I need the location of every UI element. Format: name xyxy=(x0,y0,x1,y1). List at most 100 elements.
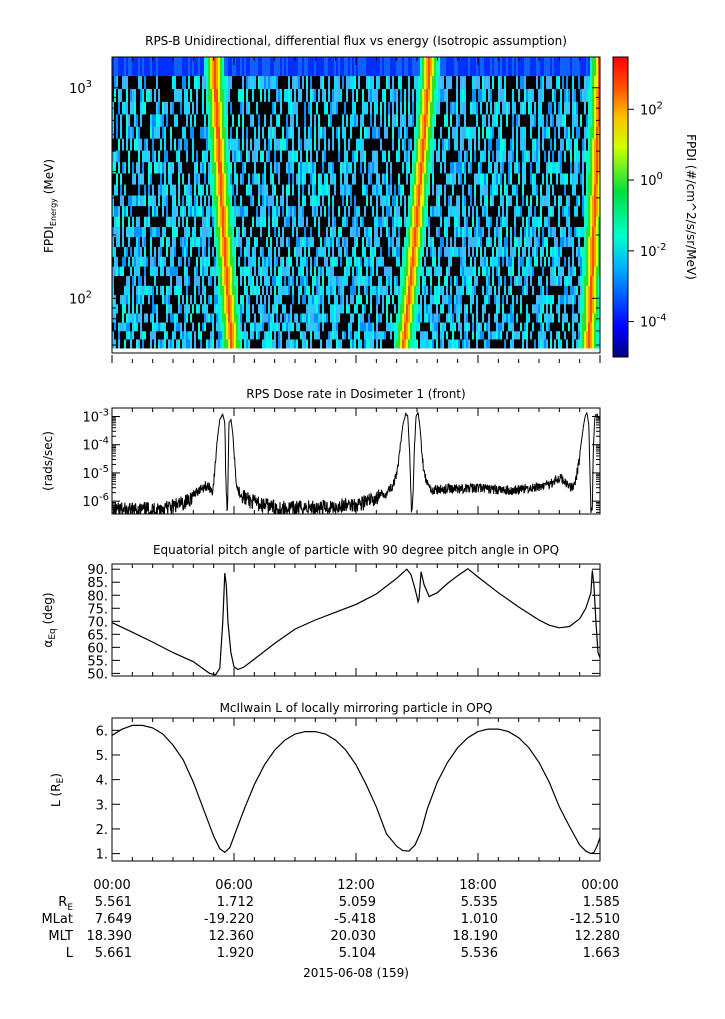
spectrogram-cell xyxy=(592,266,595,277)
spectrogram-cell xyxy=(210,226,213,238)
spectrogram-cell xyxy=(412,226,415,238)
spectrogram-cell xyxy=(426,339,429,349)
spectrogram-cell xyxy=(522,226,525,238)
spectrogram-cell xyxy=(512,236,515,247)
spectrogram-cell xyxy=(142,285,145,296)
spectrogram-cell xyxy=(464,236,467,247)
spectrogram-cell xyxy=(112,246,115,257)
spectrogram-cell xyxy=(256,161,259,174)
spectrogram-cell xyxy=(126,226,129,238)
spectrogram-cell xyxy=(162,205,165,217)
spectrogram-cell xyxy=(392,246,395,257)
spectrogram-cell xyxy=(596,313,599,323)
spectrogram-cell xyxy=(506,275,509,286)
spectrogram-cell xyxy=(418,173,421,185)
spectrogram-cell xyxy=(212,330,215,340)
spectrogram-cell xyxy=(258,275,261,286)
spectrogram-cell xyxy=(166,256,169,267)
spectrogram-cell xyxy=(134,339,137,349)
spectrogram-cell xyxy=(570,195,573,207)
spectrogram-cell xyxy=(586,275,589,286)
spectrogram-cell xyxy=(442,226,445,238)
spectrogram-cell xyxy=(296,285,299,296)
spectrogram-cell xyxy=(284,184,287,196)
spectrogram-cell xyxy=(170,173,173,185)
spectrogram-cell xyxy=(318,236,321,247)
spectrogram-cell xyxy=(544,322,547,332)
spectrogram-cell xyxy=(572,322,575,332)
spectrogram-cell xyxy=(592,313,595,323)
spectrogram-cell xyxy=(450,303,453,314)
spectrogram-cell xyxy=(544,339,547,349)
spectrogram-cell xyxy=(580,226,583,238)
spectrogram-cell xyxy=(362,266,365,277)
spectrogram-cell xyxy=(144,330,147,340)
spectrogram-cell xyxy=(300,256,303,267)
spectrogram-cell xyxy=(334,173,337,185)
spectrogram-cell xyxy=(192,216,195,227)
spectrogram-cell xyxy=(384,330,387,340)
spectrogram-cell xyxy=(384,275,387,286)
spectrogram-cell xyxy=(474,216,477,227)
spectrogram-cell xyxy=(338,184,341,196)
spectrogram-cell xyxy=(314,303,317,314)
spectrogram-cell xyxy=(524,266,527,277)
spectrogram-cell xyxy=(170,330,173,340)
spectrogram-cell xyxy=(122,339,125,349)
spectrogram-cell xyxy=(196,322,199,332)
spectrogram-cell xyxy=(428,161,431,174)
spectrogram-cell xyxy=(500,173,503,185)
spectrogram-cell xyxy=(488,275,491,286)
spectrogram-cell xyxy=(360,322,363,332)
spectrogram-cell xyxy=(434,246,437,257)
spectrogram-cell xyxy=(170,322,173,332)
spectrogram-cell xyxy=(138,285,141,296)
spectrogram-cell xyxy=(568,313,571,323)
spectrogram-cell xyxy=(438,313,441,323)
spectrogram-cell xyxy=(522,294,525,305)
spectrogram-cell xyxy=(200,173,203,185)
spectrogram-cell xyxy=(262,246,265,257)
spectrogram-cell xyxy=(294,205,297,217)
spectrogram-cell xyxy=(524,303,527,314)
spectrogram-cell xyxy=(468,205,471,217)
spectrogram-cell xyxy=(268,195,271,207)
spectrogram-cell xyxy=(332,313,335,323)
spectrogram-cell xyxy=(202,184,205,196)
spectrogram-cell xyxy=(280,216,283,227)
spectrogram-cell xyxy=(162,138,165,151)
spectrogram-cell xyxy=(500,246,503,257)
spectrogram-cell xyxy=(436,313,439,323)
spectrogram-cell xyxy=(186,294,189,305)
spectrogram-cell xyxy=(246,205,249,217)
spectrogram-cell xyxy=(370,256,373,267)
spectrogram-cell xyxy=(174,184,177,196)
spectrogram-cell xyxy=(128,205,131,217)
spectrogram-cell xyxy=(272,256,275,267)
spectrogram-cell xyxy=(442,330,445,340)
spectrogram-cell xyxy=(564,205,567,217)
spectrogram-cell xyxy=(282,294,285,305)
spectrogram-cell xyxy=(308,294,311,305)
spectrogram-cell xyxy=(396,195,399,207)
spectrogram-cell xyxy=(292,266,295,277)
spectrogram-cell xyxy=(126,294,129,305)
spectrogram-cell xyxy=(318,339,321,349)
spectrogram-cell xyxy=(356,256,359,267)
spectrogram-cell xyxy=(312,313,315,323)
spectrogram-cell xyxy=(494,246,497,257)
spectrogram-cell xyxy=(342,266,345,277)
spectrogram-cell xyxy=(460,303,463,314)
spectrogram-cell xyxy=(192,266,195,277)
spectrogram-cell xyxy=(312,161,315,174)
spectrogram-cell xyxy=(462,246,465,257)
spectrogram-cell xyxy=(198,313,201,323)
spectrogram-cell xyxy=(352,266,355,277)
spectrogram-cell xyxy=(450,294,453,305)
spectrogram-cell xyxy=(118,303,121,314)
spectrogram-cell xyxy=(438,275,441,286)
spectrogram-cell xyxy=(194,256,197,267)
spectrogram-cell xyxy=(556,339,559,349)
spectrogram-cell xyxy=(298,339,301,349)
spectrogram-cell xyxy=(492,285,495,296)
